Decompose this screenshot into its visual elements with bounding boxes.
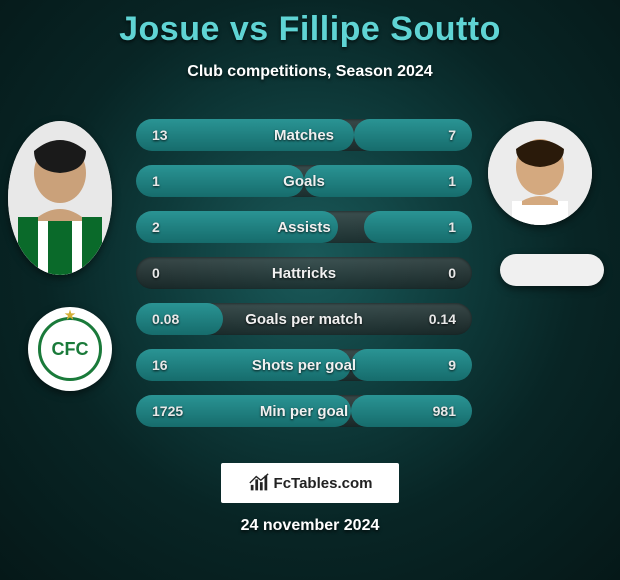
stat-label: Goals per match bbox=[206, 311, 402, 328]
player-right-photo bbox=[488, 121, 592, 225]
subtitle: Club competitions, Season 2024 bbox=[0, 63, 620, 81]
stat-value-right: 1 bbox=[402, 173, 472, 189]
stat-row: 0Hattricks0 bbox=[136, 257, 472, 289]
comparison-panel: ★ CFC 13Matches71Goals12Assists10Hattric… bbox=[0, 109, 620, 439]
stat-rows: 13Matches71Goals12Assists10Hattricks00.0… bbox=[136, 119, 472, 427]
stat-value-right: 9 bbox=[402, 357, 472, 373]
stat-value-left: 0 bbox=[136, 265, 206, 281]
stat-label: Assists bbox=[206, 219, 402, 236]
page-title: Josue vs Fillipe Soutto bbox=[0, 0, 620, 49]
brand-logo[interactable]: FcTables.com bbox=[221, 463, 399, 503]
stat-row: 16Shots per goal9 bbox=[136, 349, 472, 381]
stat-row: 13Matches7 bbox=[136, 119, 472, 151]
stat-value-right: 1 bbox=[402, 219, 472, 235]
stat-row: 1Goals1 bbox=[136, 165, 472, 197]
player-right-club-logo bbox=[500, 254, 604, 286]
stat-label: Min per goal bbox=[206, 403, 402, 420]
star-icon: ★ bbox=[65, 308, 76, 322]
stat-value-right: 981 bbox=[402, 403, 472, 419]
stat-value-left: 1725 bbox=[136, 403, 206, 419]
stat-value-left: 16 bbox=[136, 357, 206, 373]
player-left-club-logo: ★ CFC bbox=[28, 307, 112, 391]
club-badge-text: CFC bbox=[52, 339, 89, 360]
player-left-photo bbox=[8, 121, 112, 275]
date-text: 24 november 2024 bbox=[0, 517, 620, 535]
stat-value-right: 0 bbox=[402, 265, 472, 281]
stat-row: 0.08Goals per match0.14 bbox=[136, 303, 472, 335]
stat-value-right: 7 bbox=[402, 127, 472, 143]
stat-value-left: 13 bbox=[136, 127, 206, 143]
stat-label: Matches bbox=[206, 127, 402, 144]
stat-row: 2Assists1 bbox=[136, 211, 472, 243]
stat-label: Hattricks bbox=[206, 265, 402, 282]
stat-value-right: 0.14 bbox=[402, 311, 472, 327]
stat-value-left: 1 bbox=[136, 173, 206, 189]
brand-text: FcTables.com bbox=[274, 475, 373, 492]
stat-label: Shots per goal bbox=[206, 357, 402, 374]
chart-icon bbox=[248, 472, 270, 494]
stat-value-left: 0.08 bbox=[136, 311, 206, 327]
stat-value-left: 2 bbox=[136, 219, 206, 235]
stat-row: 1725Min per goal981 bbox=[136, 395, 472, 427]
stat-label: Goals bbox=[206, 173, 402, 190]
